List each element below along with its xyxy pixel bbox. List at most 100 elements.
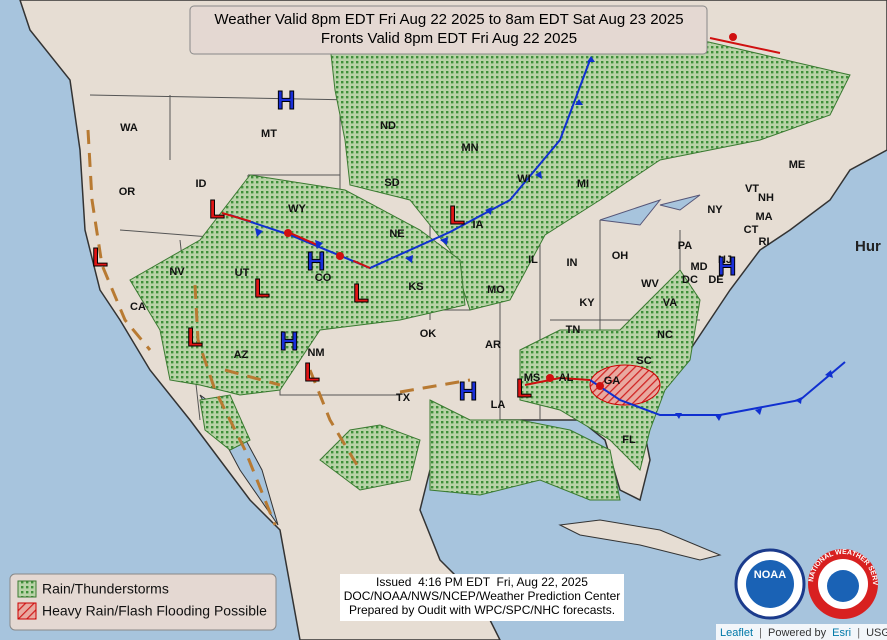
title-line: Weather Valid 8pm EDT Fri Aug 22 2025 to… (214, 11, 683, 28)
state-label: DE (708, 274, 723, 286)
state-label: NM (307, 347, 324, 359)
issued-line: Issued 4:16 PM EDT Fri, Aug 22, 2025 (376, 575, 588, 589)
attribution-link[interactable]: Esri (832, 627, 851, 639)
state-label: WV (641, 278, 659, 290)
legend-bg (9, 573, 277, 631)
state-label: OR (119, 186, 136, 198)
state-label: CT (744, 224, 759, 236)
state-label: KS (408, 281, 423, 293)
state-label: ND (380, 120, 396, 132)
state-label: NJ (718, 254, 732, 266)
high-pressure: H (277, 85, 296, 115)
state-label: RI (759, 236, 770, 248)
rain-area (429, 399, 621, 501)
noaa-logo-inner (746, 560, 794, 608)
attribution-sep: | (857, 627, 860, 639)
state-label: ME (789, 159, 806, 171)
attribution-item: Powered by (768, 627, 827, 639)
state-label: WI (517, 173, 530, 185)
state-label: CO (315, 272, 332, 284)
low-pressure: L (209, 194, 225, 224)
state-label: KY (579, 297, 595, 309)
state-label: MN (461, 142, 478, 154)
low-pressure: L (254, 273, 270, 303)
heavy-rain-area (589, 364, 661, 406)
high-pressure: H (307, 246, 326, 276)
troughs (86, 129, 471, 526)
state-label: IL (528, 254, 538, 266)
state-label: OK (420, 328, 437, 340)
attribution-item: USGS (866, 627, 887, 639)
state-label: AL (559, 372, 574, 384)
labels: WA OR ID MT WY ND SD NE MN IA WI MI IL IN OH KY TN MS AL GA… (92, 84, 881, 446)
state-label: NC (657, 329, 673, 341)
state-label: NV (169, 266, 185, 278)
legend-swatch (17, 580, 37, 598)
state-label: AZ (234, 349, 249, 361)
state-label: SD (384, 177, 399, 189)
state-label: IN (567, 257, 578, 269)
state-label: SC (636, 355, 651, 367)
state-label: TN (566, 324, 581, 336)
attribution-text: Leaflet | Powered by Esri | USGS (720, 627, 887, 639)
legend-swatch (17, 602, 37, 620)
legend: Rain/Thunderstorms Heavy Rain/Flash Floo… (9, 573, 277, 631)
state-label: IA (473, 219, 484, 231)
low-pressure: L (516, 373, 532, 403)
map-label: Hur (855, 238, 881, 255)
attribution-sep: | (759, 627, 762, 639)
state-label: UT (235, 267, 250, 279)
rain-area (199, 394, 251, 451)
state-label: CA (130, 301, 146, 313)
state-label: OH (612, 250, 629, 262)
issued-line: Prepared by Oudit with WPC/SPC/NHC forec… (349, 603, 615, 617)
state-label: MO (487, 284, 505, 296)
state-label: FL (622, 434, 636, 446)
state-label: LA (491, 399, 506, 411)
state-label: PA (678, 240, 693, 252)
high-pressure: H (718, 251, 737, 281)
high-pressure: H (459, 376, 478, 406)
state-label: AR (485, 339, 501, 351)
legend-label: Heavy Rain/Flash Flooding Possible (42, 603, 267, 619)
state-label: MI (577, 178, 589, 190)
issued-box: Issued 4:16 PM EDT Fri, Aug 22, 2025 DOC… (340, 574, 624, 621)
state-label: NH (758, 192, 774, 204)
high-pressure: H (280, 326, 299, 356)
state-label: VT (745, 183, 759, 195)
low-pressure: L (187, 322, 203, 352)
legend-label: Rain/Thunderstorms (42, 581, 169, 597)
rain-area (129, 174, 466, 396)
state-label: MA (755, 211, 772, 223)
state-label: WA (120, 122, 138, 134)
low-pressure: L (304, 357, 320, 387)
state-label: MT (261, 128, 277, 140)
nws-logo-core (827, 570, 859, 602)
attribution-bg (716, 624, 887, 640)
state-label: WY (288, 203, 306, 215)
issued-bg (340, 574, 624, 621)
state-label: TX (396, 392, 411, 404)
low-pressure: L (92, 242, 108, 272)
title-bg (189, 5, 708, 55)
state-label: MS (524, 372, 541, 384)
rain-area (319, 424, 421, 491)
issued-line: DOC/NOAA/NWS/NCEP/Weather Prediction Cen… (344, 589, 621, 603)
noaa-text: NOAA (754, 569, 786, 581)
title-line: Fronts Valid 8pm EDT Fri Aug 22 2025 (321, 30, 577, 47)
attribution: Leaflet | Powered by Esri | USGS (716, 624, 887, 640)
state-label: NE (389, 228, 404, 240)
rain-area (329, 39, 851, 311)
state-label: VA (663, 297, 678, 309)
warm-symbols (284, 33, 737, 390)
attribution-link[interactable]: Leaflet (720, 627, 753, 639)
low-pressure: L (449, 200, 465, 230)
title-box: Weather Valid 8pm EDT Fri Aug 22 2025 to… (189, 5, 708, 55)
state-label: DC (682, 274, 698, 286)
state-label: NY (707, 204, 723, 216)
state-label: GA (604, 375, 621, 387)
low-pressure: L (353, 278, 369, 308)
state-label: ID (196, 178, 207, 190)
cuba (558, 519, 722, 561)
